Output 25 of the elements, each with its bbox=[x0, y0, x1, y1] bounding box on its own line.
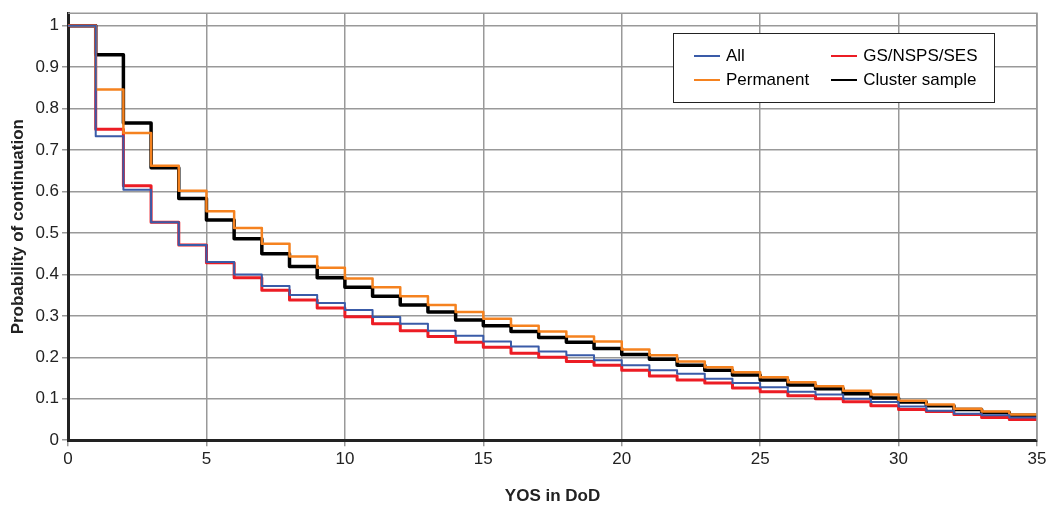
y-tick-label: 0.7 bbox=[35, 139, 60, 159]
x-tick-label: 15 bbox=[473, 449, 493, 469]
y-tick-label: 0.9 bbox=[35, 56, 60, 76]
x-tick-label: 10 bbox=[335, 449, 355, 469]
legend-label: All bbox=[726, 46, 745, 67]
x-tick-label: 30 bbox=[889, 449, 909, 469]
y-tick-label: 0.8 bbox=[35, 98, 60, 118]
y-tick-label: 0 bbox=[49, 429, 60, 449]
y-tick-label: 0.4 bbox=[35, 264, 60, 284]
y-tick-label: 0.5 bbox=[35, 222, 60, 242]
legend-label: Permanent bbox=[726, 70, 810, 91]
x-tick-label: 5 bbox=[201, 449, 212, 469]
y-tick-label: 0.6 bbox=[35, 181, 60, 201]
x-tick-label: 0 bbox=[63, 449, 73, 469]
y-tick-label: 0.2 bbox=[35, 346, 60, 366]
x-axis-title: YOS in DoD bbox=[504, 486, 601, 506]
y-tick-label: 0.1 bbox=[35, 388, 60, 408]
x-tick-label: 20 bbox=[612, 449, 632, 469]
x-tick-label: 25 bbox=[750, 449, 770, 469]
y-tick-label: 1 bbox=[49, 15, 60, 35]
legend-label: Cluster sample bbox=[863, 70, 977, 91]
y-tick-label: 0.3 bbox=[35, 305, 60, 325]
x-tick-label: 35 bbox=[1027, 449, 1047, 469]
legend-label: GS/NSPS/SES bbox=[863, 46, 978, 67]
y-axis-title: Probability of continuation bbox=[7, 119, 27, 335]
